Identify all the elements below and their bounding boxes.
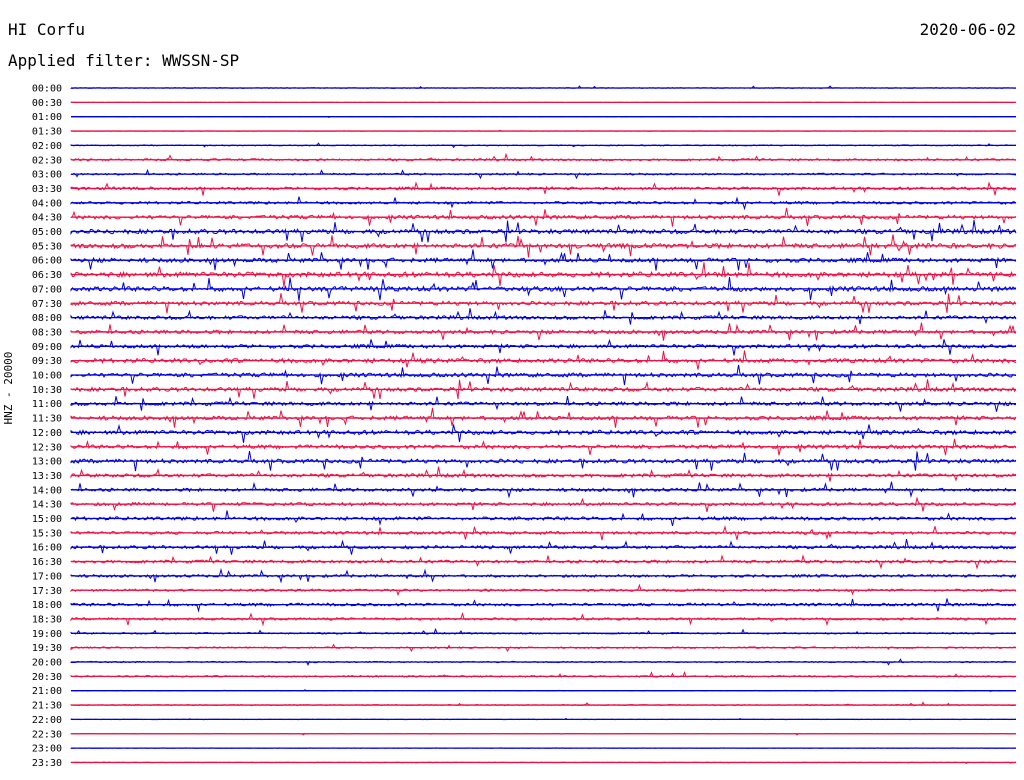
seismic-trace (70, 338, 1017, 356)
seismic-trace (70, 717, 1017, 721)
seismic-trace (70, 262, 1017, 287)
row-time-label: 08:30 (32, 327, 62, 338)
row-time-label: 07:00 (32, 284, 62, 295)
row-time-label: 21:30 (32, 701, 62, 712)
seismic-trace (70, 152, 1017, 162)
seismic-trace (70, 732, 1017, 736)
seismic-trace (70, 396, 1017, 412)
row-time-label: 14:00 (32, 485, 62, 496)
row-time-label: 23:30 (32, 758, 62, 769)
seismic-trace (70, 466, 1017, 482)
seismic-trace (70, 196, 1017, 211)
row-time-label: 21:00 (32, 686, 62, 697)
seismic-trace (70, 538, 1017, 555)
row-time-label: 05:00 (32, 227, 62, 238)
row-time-label: 02:30 (32, 155, 62, 166)
row-time-label: 03:00 (32, 170, 62, 181)
seismic-trace (70, 510, 1017, 527)
row-time-label: 16:30 (32, 557, 62, 568)
filter-label: Applied filter: WWSSN-SP (8, 51, 240, 70)
seismic-trace (70, 181, 1017, 196)
row-time-label: 06:00 (32, 256, 62, 267)
row-time-label: 22:30 (32, 729, 62, 740)
row-time-label: 05:30 (32, 241, 62, 252)
seismic-trace (70, 438, 1017, 456)
row-time-label: 09:30 (32, 356, 62, 367)
seismic-trace (70, 627, 1017, 635)
seismic-trace (70, 689, 1017, 692)
row-time-label: 19:00 (32, 629, 62, 640)
row-time-label: 15:00 (32, 514, 62, 525)
row-time-label: 01:00 (32, 112, 62, 123)
row-time-label: 13:30 (32, 471, 62, 482)
seismic-trace (70, 761, 1017, 764)
seismic-trace (70, 293, 1017, 314)
row-time-label: 16:00 (32, 543, 62, 554)
station-title: HI Corfu (8, 20, 86, 39)
seismic-trace (70, 583, 1017, 597)
seismic-trace (70, 598, 1017, 613)
seismic-trace (70, 423, 1017, 443)
seismic-trace (70, 524, 1017, 541)
seismic-trace (70, 276, 1017, 301)
seismic-trace (70, 567, 1017, 584)
seismic-trace (70, 234, 1017, 258)
row-time-label: 12:00 (32, 428, 62, 439)
row-time-label: 20:30 (32, 672, 62, 683)
row-time-label: 23:00 (32, 744, 62, 755)
row-time-label: 04:00 (32, 198, 62, 209)
row-time-label: 18:00 (32, 600, 62, 611)
seismic-trace (70, 142, 1017, 149)
row-time-label: 00:30 (32, 98, 62, 109)
row-time-label: 11:00 (32, 399, 62, 410)
seismic-trace (70, 671, 1017, 678)
seismic-trace (71, 115, 1017, 118)
row-time-label: 10:30 (32, 385, 62, 396)
row-time-label: 06:30 (32, 270, 62, 281)
seismic-trace (70, 308, 1017, 325)
seismic-trace (70, 129, 1016, 132)
seismic-trace (70, 554, 1017, 570)
row-time-label: 02:00 (32, 141, 62, 152)
row-time-label: 14:30 (32, 500, 62, 511)
row-time-label: 12:30 (32, 442, 62, 453)
row-time-label: 18:30 (32, 614, 62, 625)
row-time-label: 20:00 (32, 658, 62, 669)
row-time-label: 22:00 (32, 715, 62, 726)
row-time-label: 04:30 (32, 213, 62, 224)
seismic-trace (70, 249, 1017, 271)
seismic-trace (70, 701, 1017, 707)
row-time-label: 19:30 (32, 643, 62, 654)
row-time-label: 15:30 (32, 528, 62, 539)
row-time-label: 01:30 (32, 127, 62, 138)
seismic-trace (70, 658, 1017, 666)
seismic-trace (70, 168, 1017, 180)
row-time-label: 13:00 (32, 457, 62, 468)
seismic-trace (70, 451, 1017, 472)
row-time-label: 00:00 (32, 84, 62, 95)
row-time-label: 07:30 (32, 299, 62, 310)
seismic-trace (70, 481, 1017, 499)
seismic-trace (70, 611, 1017, 627)
seismic-trace (70, 207, 1017, 227)
row-time-label: 17:30 (32, 586, 62, 597)
row-time-label: 08:00 (32, 313, 62, 324)
seismic-trace (70, 364, 1017, 386)
date-label: 2020-06-02 (919, 20, 1016, 39)
row-time-label: 10:00 (32, 371, 62, 382)
row-time-label: 09:00 (32, 342, 62, 353)
seismic-trace (70, 85, 1017, 89)
row-time-label: 03:30 (32, 184, 62, 195)
seismic-trace (70, 220, 1017, 243)
seismic-trace (70, 350, 1017, 370)
row-time-label: 11:30 (32, 414, 62, 425)
seismic-trace (70, 643, 1017, 653)
seismic-trace (70, 379, 1017, 399)
row-time-label: 17:00 (32, 571, 62, 582)
seismic-trace (70, 322, 1017, 341)
seismic-trace (70, 496, 1017, 513)
seismic-trace (70, 407, 1017, 428)
